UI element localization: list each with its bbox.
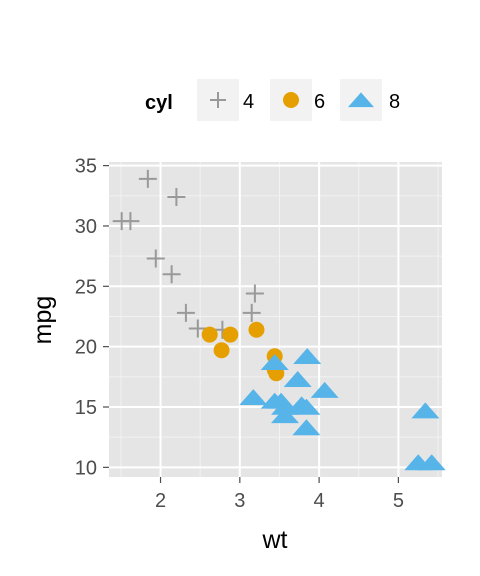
major-grid <box>109 162 442 477</box>
data-point-cyl-4 <box>138 169 157 188</box>
data-point-cyl-8 <box>239 389 268 406</box>
plot-panel <box>109 162 442 477</box>
data-point-cyl-6 <box>248 321 265 338</box>
data-point-cyl-4 <box>146 249 165 268</box>
data-point-cyl-8 <box>293 348 322 365</box>
data-point-cyl-4 <box>176 303 195 322</box>
data-point-cyl-4 <box>188 319 207 338</box>
data-point-cyl-8 <box>310 381 339 398</box>
data-point-cyl-6 <box>213 342 230 359</box>
y-tick-label: 10 <box>75 457 97 479</box>
data-point-cyl-8 <box>260 354 289 371</box>
x-tick-label: 4 <box>314 490 325 512</box>
x-tick-label: 2 <box>155 490 166 512</box>
data-point-cyl-6 <box>222 326 239 343</box>
data-point-cyl-4 <box>245 284 264 303</box>
x-axis: 2 3 4 5 <box>155 477 404 512</box>
data-point-cyl-6 <box>201 326 218 343</box>
data-point-cyl-8 <box>292 398 321 415</box>
data-point-cyl-4 <box>242 303 261 322</box>
data-point-cyl-8 <box>260 392 289 409</box>
legend-label-cyl-4: 4 <box>243 91 254 113</box>
legend-key-cyl-6 <box>283 92 299 108</box>
data-point-cyl-4 <box>121 212 140 231</box>
legend-title: cyl <box>145 92 173 114</box>
y-tick-label: 25 <box>75 276 97 298</box>
x-tick-label: 3 <box>234 490 245 512</box>
y-tick-label: 15 <box>75 397 97 419</box>
data-point-cyl-8 <box>283 370 312 387</box>
data-point-cyl-8 <box>411 402 440 419</box>
y-tick-label: 20 <box>75 337 97 359</box>
data-point-cyl-4 <box>162 265 181 284</box>
legend-key-cyl-4 <box>210 92 226 108</box>
x-axis-title: wt <box>262 526 288 554</box>
legend-label-cyl-8: 8 <box>389 91 400 113</box>
y-axis-title: mpg <box>29 296 57 345</box>
legend-key-cyl-8 <box>348 92 374 108</box>
minor-grid <box>109 162 442 477</box>
x-tick-label: 5 <box>393 490 404 512</box>
y-tick-label: 35 <box>75 156 97 178</box>
data-point-cyl-4 <box>167 188 186 206</box>
y-axis: 10 15 20 25 30 35 <box>75 156 109 479</box>
legend-label-cyl-6: 6 <box>314 91 325 113</box>
data-point-cyl-8 <box>417 454 446 471</box>
data-points <box>112 169 446 471</box>
data-point-cyl-8 <box>292 419 321 436</box>
y-tick-label: 30 <box>75 216 97 238</box>
data-point-cyl-8 <box>271 407 300 424</box>
legend: cyl 4 6 8 <box>145 79 400 121</box>
